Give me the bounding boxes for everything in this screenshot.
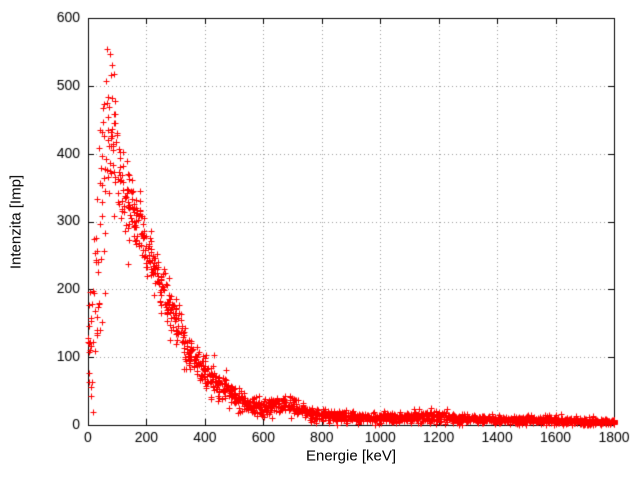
x-axis-label: Energie [keV] [305, 447, 397, 465]
y-axis-label: Intenzita [Imp] [7, 174, 25, 270]
